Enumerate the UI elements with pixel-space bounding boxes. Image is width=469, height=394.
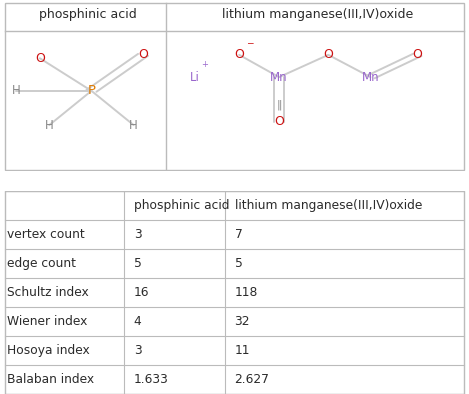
Text: 32: 32 [234,315,250,328]
Text: +: + [202,60,208,69]
Text: O: O [234,48,244,61]
Text: −: − [246,38,253,47]
Text: 3: 3 [134,344,142,357]
Text: Schultz index: Schultz index [7,286,89,299]
Text: edge count: edge count [7,257,76,270]
Text: 16: 16 [134,286,149,299]
Text: phosphinic acid: phosphinic acid [134,199,229,212]
Text: lithium manganese(III,IV)oxide: lithium manganese(III,IV)oxide [222,8,413,21]
Text: P: P [87,84,96,97]
Text: O: O [323,48,333,61]
Text: 11: 11 [234,344,250,357]
Text: 5: 5 [234,257,242,270]
Text: 1.633: 1.633 [134,373,168,386]
Text: ‖: ‖ [276,99,282,110]
Text: 7: 7 [234,228,242,241]
Text: Hosoya index: Hosoya index [7,344,90,357]
Text: H: H [12,84,21,97]
Text: Mn: Mn [270,71,288,84]
Text: H: H [45,119,53,132]
Text: vertex count: vertex count [7,228,85,241]
Text: Li: Li [189,71,200,84]
Text: Wiener index: Wiener index [7,315,87,328]
Text: O: O [35,52,45,65]
Text: H: H [129,119,138,132]
Text: O: O [274,115,284,128]
Text: 118: 118 [234,286,258,299]
Text: 4: 4 [134,315,142,328]
Text: lithium manganese(III,IV)oxide: lithium manganese(III,IV)oxide [234,199,422,212]
Text: O: O [412,48,423,61]
Text: 5: 5 [134,257,142,270]
Text: Mn: Mn [362,71,379,84]
Text: Balaban index: Balaban index [7,373,94,386]
Text: 3: 3 [134,228,142,241]
Text: 2.627: 2.627 [234,373,269,386]
Text: phosphinic acid: phosphinic acid [39,8,137,21]
Text: O: O [138,48,148,61]
